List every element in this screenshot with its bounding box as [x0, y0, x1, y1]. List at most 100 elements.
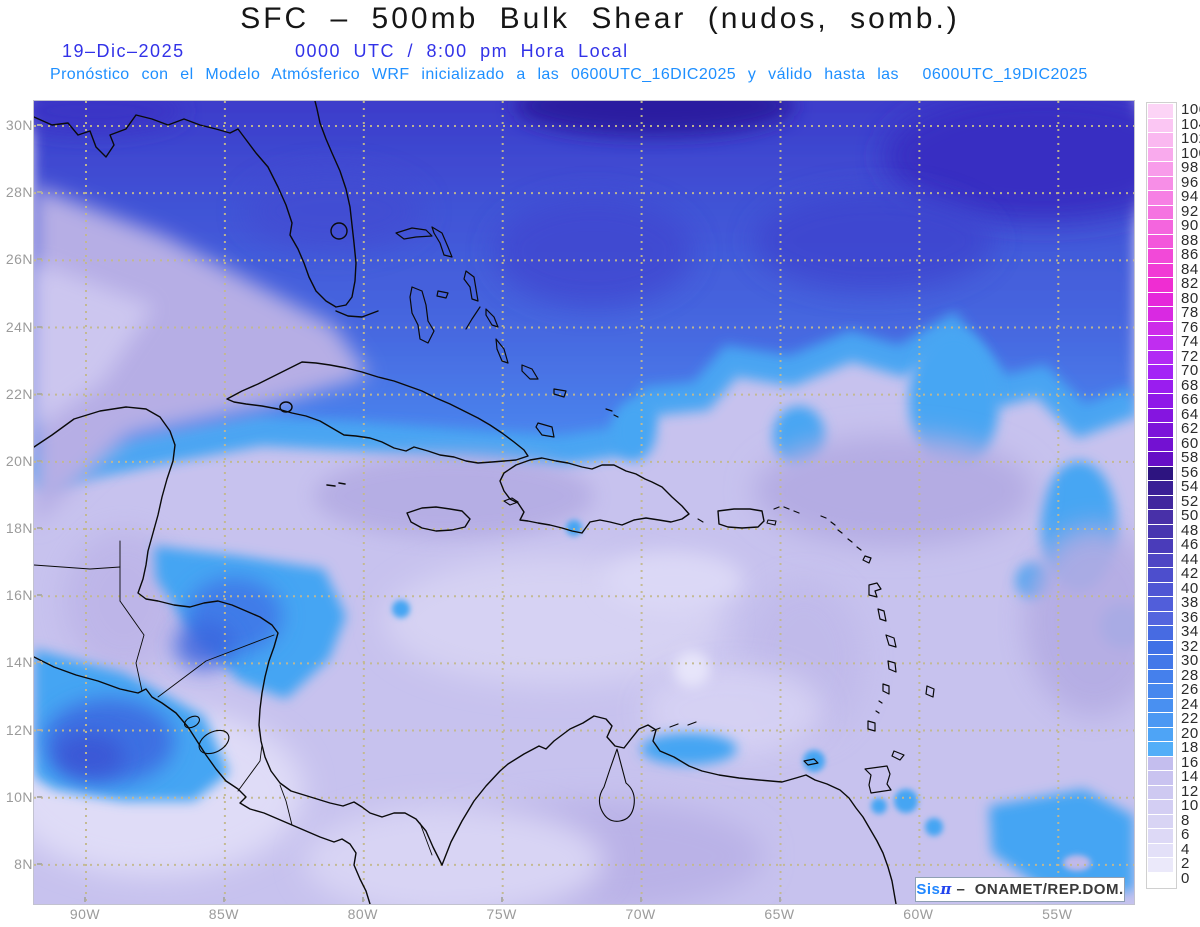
shear-18-22-band: [34, 311, 1134, 491]
colorbar-value-54: 54: [1181, 478, 1199, 495]
colorbar-cell-22: [1148, 713, 1173, 727]
colorbar-value-0: 0: [1181, 869, 1190, 887]
forecast-description: Pronóstico con el Modelo Atmósferico WRF…: [50, 66, 1088, 83]
colorbar-value-92: 92: [1181, 202, 1199, 220]
lesser-antilles: [651, 506, 935, 794]
colorbar-value-68: 68: [1181, 376, 1199, 394]
lat-label-16N: 16N: [5, 587, 33, 604]
lat-tick: [37, 392, 42, 395]
lon-label-85W: 85W: [208, 906, 240, 922]
lat-tick: [37, 124, 42, 126]
colorbar-value-44: 44: [1181, 550, 1199, 568]
coastline-florida-keys: [335, 310, 379, 318]
cayman-islands: [326, 482, 346, 487]
colorbar-cell-102: [1148, 133, 1173, 147]
lake-okeechobee: [330, 222, 348, 240]
colorbar-value-58: 58: [1181, 449, 1199, 466]
coastline-hispaniola: [499, 457, 690, 534]
colorbar-cell-20: [1148, 727, 1173, 741]
colorbar-value-94: 94: [1181, 188, 1199, 205]
colorbar-cell-46: [1148, 539, 1173, 553]
attribution-text: – ONAMET/REP.DOM.: [951, 881, 1124, 898]
lat-label-20N: 20N: [5, 452, 33, 469]
forecast-date: 19–Dic–2025: [62, 41, 185, 61]
colorbar-cell-6: [1148, 829, 1173, 843]
colorbar-value-98: 98: [1181, 159, 1199, 176]
colorbar: [1146, 102, 1177, 889]
pi-icon: π: [940, 880, 952, 898]
colorbar-value-50: 50: [1181, 507, 1199, 524]
map-canvas: [33, 100, 1135, 905]
colorbar-value-76: 76: [1181, 318, 1199, 336]
vieques-mona: [697, 518, 777, 526]
colorbar-cell-78: [1148, 307, 1173, 321]
lake-nicaragua: [198, 729, 230, 755]
lon-tick: [84, 897, 86, 902]
colorbar-cell-34: [1148, 626, 1173, 640]
colorbar-value-86: 86: [1181, 246, 1199, 263]
colorbar-value-80: 80: [1181, 289, 1199, 307]
colorbar-value-30: 30: [1181, 652, 1199, 669]
coastline-puerto-rico: [717, 508, 765, 529]
colorbar-cell-36: [1148, 611, 1173, 625]
lat-label-24N: 24N: [5, 318, 33, 335]
colorbar-cell-12: [1148, 785, 1173, 799]
colorbar-value-82: 82: [1181, 275, 1199, 292]
isla-juventud: [279, 401, 293, 413]
colorbar-value-32: 32: [1181, 637, 1199, 655]
colorbar-value-64: 64: [1181, 405, 1199, 423]
lon-label-55W: 55W: [1042, 906, 1073, 922]
colorbar-cell-56: [1148, 466, 1173, 480]
colorbar-value-66: 66: [1181, 391, 1199, 408]
colorbar-cell-8: [1148, 814, 1173, 828]
lat-label-22N: 22N: [5, 385, 33, 402]
colorbar-value-60: 60: [1181, 434, 1199, 452]
colorbar-value-18: 18: [1181, 739, 1199, 756]
colorbar-cell-48: [1148, 524, 1173, 538]
colorbar-cell-88: [1148, 234, 1173, 248]
colorbar-cell-26: [1148, 684, 1173, 698]
lat-tick: [37, 459, 42, 462]
colorbar-value-100: 100: [1181, 144, 1200, 162]
country-borders: [34, 540, 433, 856]
colorbar-cell-44: [1148, 553, 1173, 567]
colorbar-cell-14: [1148, 771, 1173, 785]
colorbar-value-52: 52: [1181, 492, 1199, 510]
ile-gonave: [503, 497, 519, 506]
lat-label-8N: 8N: [14, 855, 33, 872]
colorbar-value-42: 42: [1181, 565, 1199, 582]
colorbar-value-70: 70: [1181, 362, 1199, 379]
colorbar-cell-18: [1148, 742, 1173, 756]
coastline-gulf-florida: [34, 101, 357, 308]
lon-tick: [361, 897, 364, 902]
coastline-bahamas: [395, 226, 619, 438]
colorbar-cell-2: [1148, 858, 1173, 872]
colorbar-cell-92: [1148, 205, 1173, 219]
colorbar-value-26: 26: [1181, 681, 1199, 698]
colorbar-cell-76: [1148, 321, 1173, 335]
colorbar-value-20: 20: [1181, 724, 1199, 742]
coastline-jamaica: [406, 506, 471, 532]
colorbar-value-56: 56: [1181, 463, 1199, 481]
lat-label-28N: 28N: [5, 184, 33, 201]
colorbar-cell-32: [1148, 640, 1173, 654]
lat-label-10N: 10N: [5, 788, 33, 805]
sispi-logo: Sis: [916, 881, 941, 898]
lat-label-26N: 26N: [5, 251, 33, 268]
page-title: SFC – 500mb Bulk Shear (nudos, somb.): [240, 2, 960, 35]
colorbar-value-4: 4: [1181, 840, 1190, 858]
colorbar-value-106: 106: [1181, 101, 1200, 118]
colorbar-value-84: 84: [1181, 260, 1199, 278]
colorbar-cell-16: [1148, 756, 1173, 770]
colorbar-value-22: 22: [1181, 710, 1199, 727]
colorbar-value-28: 28: [1181, 666, 1199, 684]
colorbar-value-8: 8: [1181, 811, 1190, 829]
lat-tick: [37, 191, 42, 194]
lat-label-18N: 18N: [5, 520, 33, 537]
colorbar-value-10: 10: [1181, 797, 1199, 814]
colorbar-value-38: 38: [1181, 594, 1199, 611]
colorbar-value-72: 72: [1181, 347, 1199, 365]
colorbar-cell-106: [1148, 104, 1173, 118]
colorbar-cell-70: [1148, 365, 1173, 379]
